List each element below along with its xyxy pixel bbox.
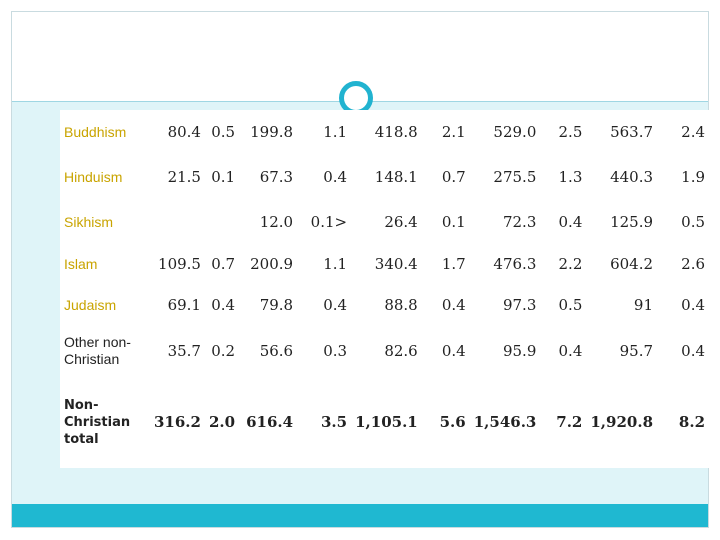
table-cell: 0.4 bbox=[211, 295, 236, 314]
table-cell: 1,920.8 bbox=[590, 412, 654, 431]
table-cell: 2.4 bbox=[681, 122, 706, 141]
table-cell: 0.4 bbox=[681, 341, 706, 360]
table-row: Islam 109.5 0.7 200.9 1.1 340.4 1.7 476.… bbox=[60, 244, 709, 284]
table-cell: 0.4 bbox=[441, 341, 466, 360]
table-cell: 7.2 bbox=[556, 412, 583, 431]
table-cell: 1.9 bbox=[681, 167, 706, 186]
table-cell: 0.2 bbox=[211, 341, 236, 360]
table-cell: 1.7 bbox=[441, 254, 466, 273]
table-cell: 0.5 bbox=[558, 295, 583, 314]
table-row: Non-Christian total 316.2 2.0 616.4 3.5 … bbox=[60, 376, 709, 468]
table-cell: 0.4 bbox=[441, 295, 466, 314]
table-cell: 91 bbox=[633, 295, 654, 314]
table-row: Buddhism 80.4 0.5 199.8 1.1 418.8 2.1 52… bbox=[60, 110, 709, 154]
row-label: Other non-Christian bbox=[64, 334, 131, 367]
table-cell: 1.1 bbox=[323, 254, 348, 273]
table-cell: 200.9 bbox=[250, 254, 294, 273]
table-cell: 0.1 bbox=[211, 167, 236, 186]
table-cell: 1,105.1 bbox=[355, 412, 418, 431]
row-label: Sikhism bbox=[64, 213, 114, 230]
bottom-bar bbox=[12, 504, 708, 527]
table-cell: 1.1 bbox=[323, 122, 348, 141]
table-cell: 79.8 bbox=[259, 295, 294, 314]
table-cell: 476.3 bbox=[493, 254, 537, 273]
table-cell: 88.8 bbox=[384, 295, 418, 314]
table-row: Hinduism 21.5 0.1 67.3 0.4 148.1 0.7 275… bbox=[60, 154, 709, 200]
table-cell: 275.5 bbox=[493, 167, 537, 186]
table-cell: 26.4 bbox=[384, 212, 418, 231]
table-cell: 316.2 bbox=[154, 412, 201, 431]
table-cell bbox=[150, 200, 205, 244]
table-row: Judaism 69.1 0.4 79.8 0.4 88.8 0.4 97.3 … bbox=[60, 284, 709, 326]
table-cell: 2.1 bbox=[441, 122, 466, 141]
table-cell: 97.3 bbox=[502, 295, 537, 314]
table-cell: 418.8 bbox=[374, 122, 418, 141]
row-label: Non-Christian total bbox=[64, 397, 131, 447]
table-cell: 0.4 bbox=[558, 341, 583, 360]
table-cell: 72.3 bbox=[502, 212, 537, 231]
table-cell: 21.5 bbox=[167, 167, 201, 186]
table-cell: 2.6 bbox=[681, 254, 706, 273]
table-cell: 340.4 bbox=[374, 254, 418, 273]
table-cell: 199.8 bbox=[250, 122, 294, 141]
table-cell: 0.4 bbox=[558, 212, 583, 231]
table-cell: 148.1 bbox=[374, 167, 418, 186]
table-cell: 12.0 bbox=[259, 212, 294, 231]
table-cell: 3.5 bbox=[320, 412, 348, 431]
table-cell: 35.7 bbox=[167, 341, 201, 360]
table-cell: 529.0 bbox=[493, 122, 537, 141]
table-cell: 5.6 bbox=[439, 412, 466, 431]
table-cell: 0.7 bbox=[441, 167, 466, 186]
table-row: Other non-Christian 35.7 0.2 56.6 0.3 82… bbox=[60, 326, 709, 376]
table-cell: 2.5 bbox=[558, 122, 583, 141]
table-cell: 0.5 bbox=[681, 212, 706, 231]
row-label: Judaism bbox=[64, 296, 117, 313]
table-cell: 0.4 bbox=[323, 167, 348, 186]
table-cell: 616.4 bbox=[246, 412, 294, 431]
table-cell: 1.3 bbox=[558, 167, 583, 186]
religion-table: Buddhism 80.4 0.5 199.8 1.1 418.8 2.1 52… bbox=[60, 110, 710, 468]
table-cell: 0.4 bbox=[323, 295, 348, 314]
table-cell: 109.5 bbox=[158, 254, 201, 273]
table-cell: 1,546.3 bbox=[473, 412, 537, 431]
row-label: Buddhism bbox=[64, 123, 127, 140]
row-label: Islam bbox=[64, 255, 98, 272]
table-cell: 0.7 bbox=[211, 254, 236, 273]
table-cell: 0.1 bbox=[441, 212, 466, 231]
table-cell: 67.3 bbox=[259, 167, 294, 186]
table-cell: 56.6 bbox=[259, 341, 294, 360]
row-label: Hinduism bbox=[64, 168, 123, 185]
table-cell: 82.6 bbox=[384, 341, 418, 360]
table-cell: 604.2 bbox=[610, 254, 654, 273]
table-cell: 563.7 bbox=[610, 122, 654, 141]
table-cell: 0.1> bbox=[310, 212, 348, 231]
table-cell: 440.3 bbox=[610, 167, 654, 186]
table-cell: 8.2 bbox=[678, 412, 706, 431]
table-cell: 0.3 bbox=[323, 341, 348, 360]
table-cell: 125.9 bbox=[610, 212, 654, 231]
table-row: Sikhism 12.0 0.1> 26.4 0.1 72.3 0.4 125.… bbox=[60, 200, 709, 244]
table-cell: 2.0 bbox=[208, 412, 236, 431]
table-cell: 69.1 bbox=[167, 295, 201, 314]
table-cell: 95.7 bbox=[619, 341, 654, 360]
table-cell bbox=[205, 200, 239, 244]
table-cell: 80.4 bbox=[167, 122, 201, 141]
table-cell: 0.5 bbox=[211, 122, 236, 141]
table-cell: 95.9 bbox=[502, 341, 537, 360]
table-cell: 2.2 bbox=[558, 254, 583, 273]
table-cell: 0.4 bbox=[681, 295, 706, 314]
